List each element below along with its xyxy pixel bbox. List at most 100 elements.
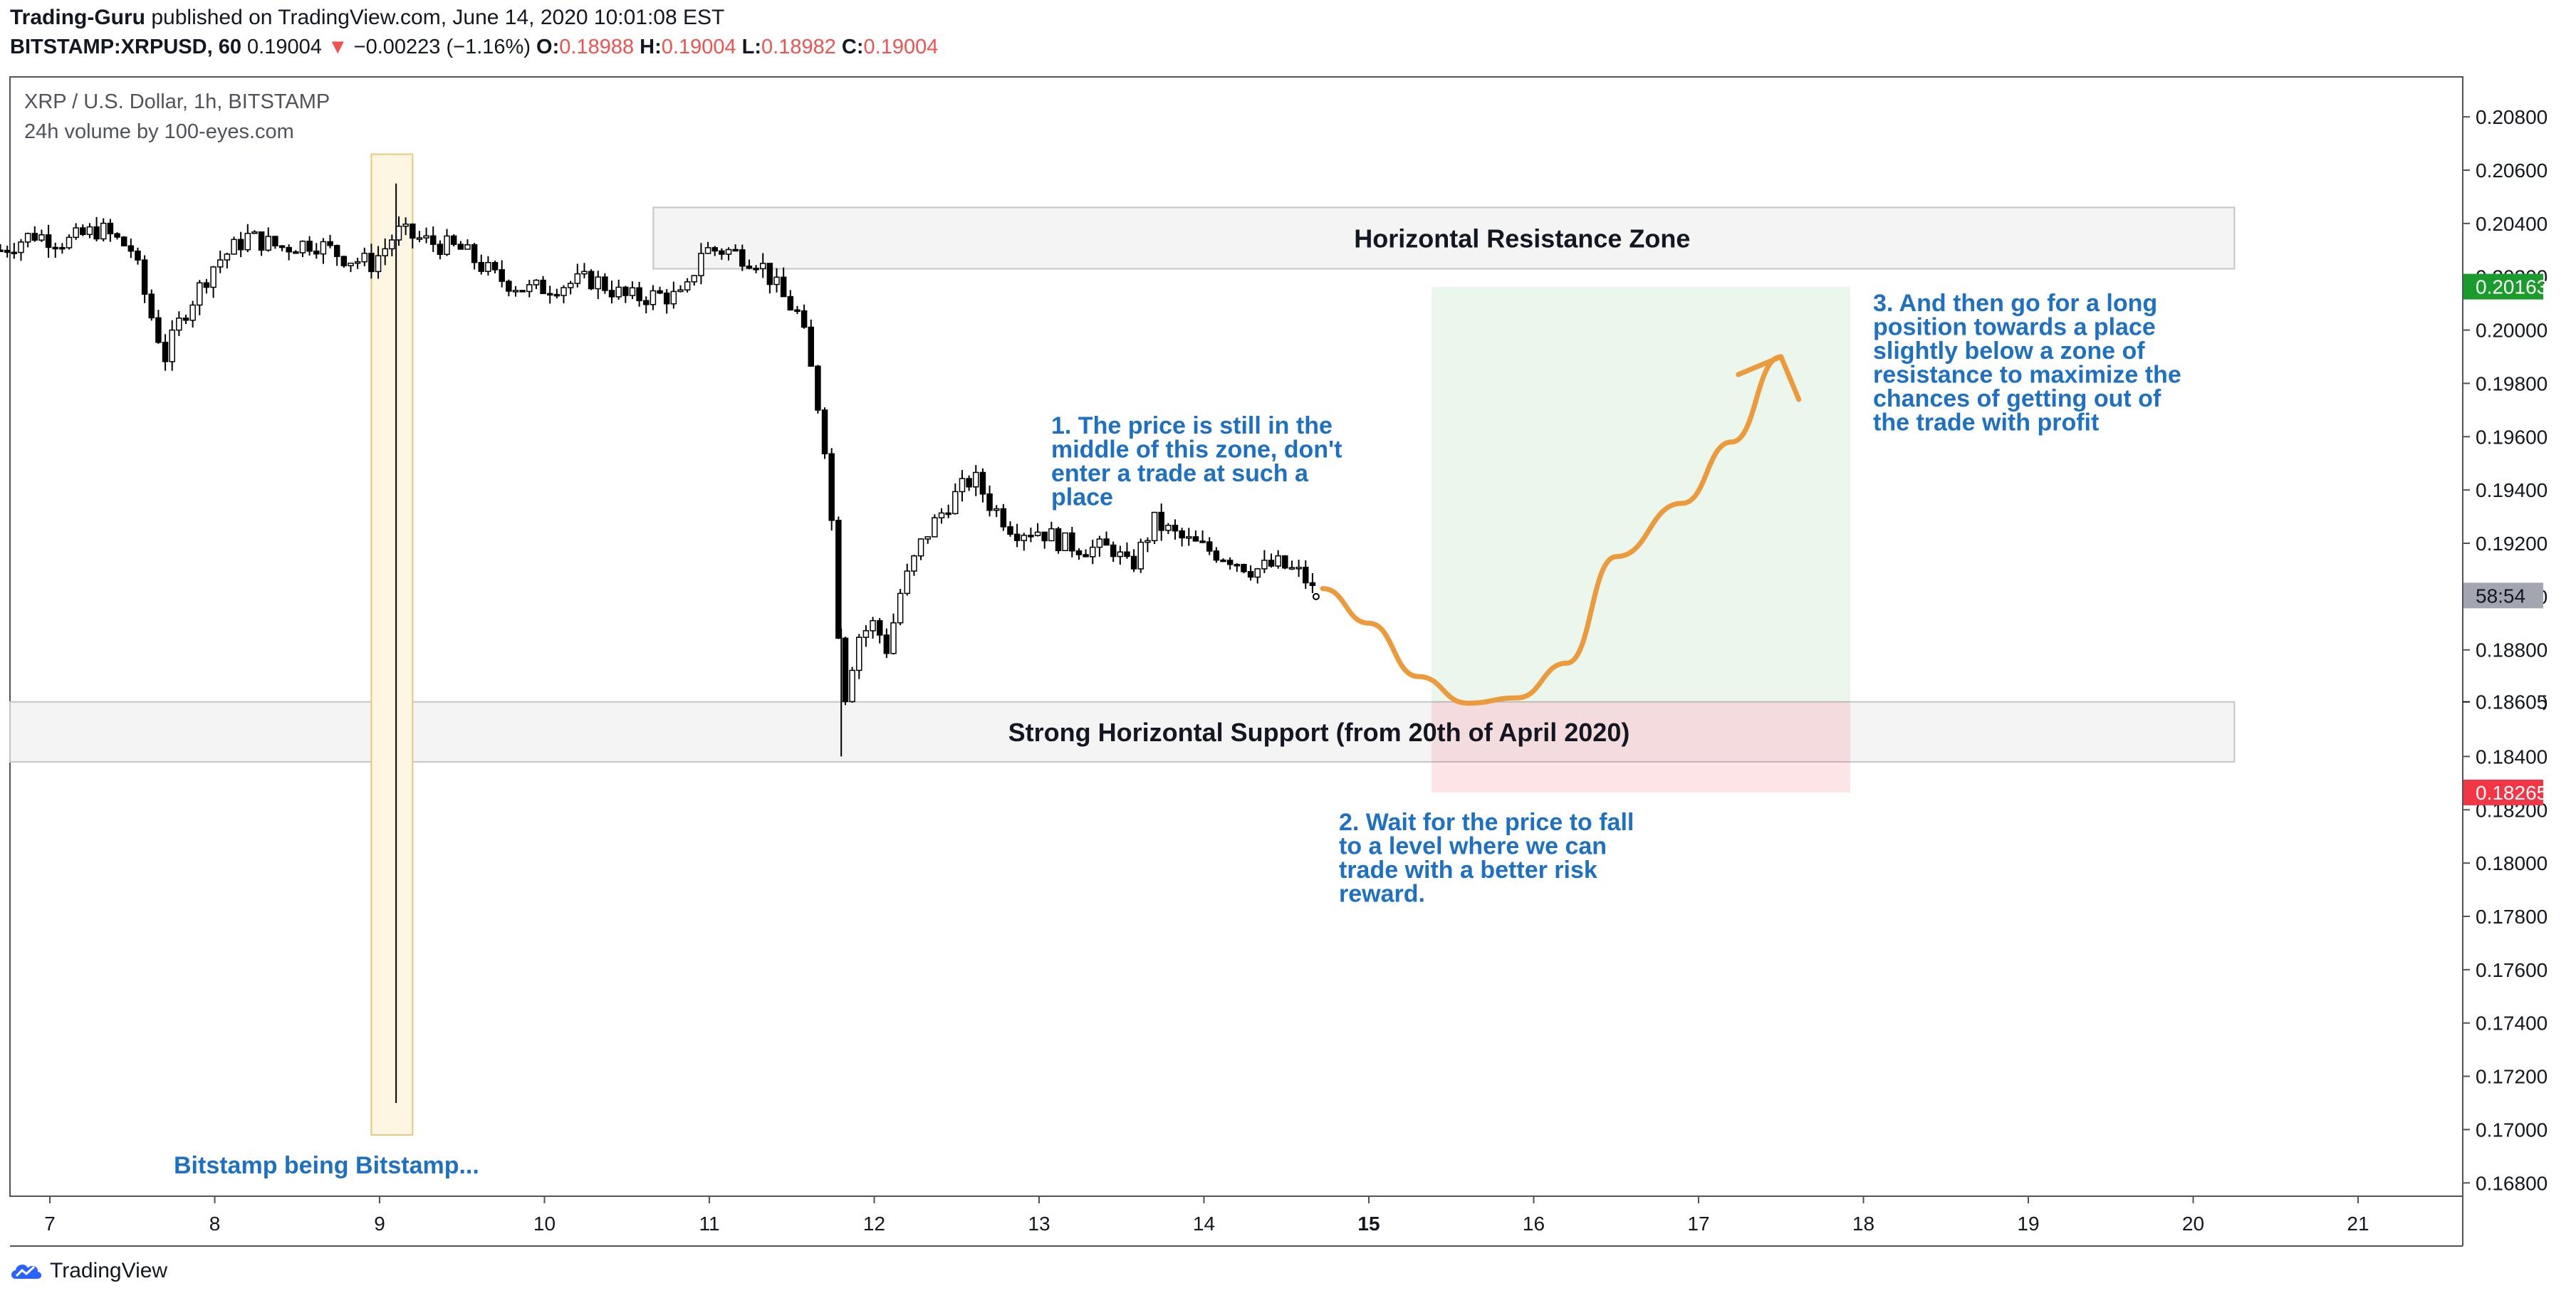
candle-body	[1055, 528, 1062, 552]
candle-body	[80, 227, 86, 236]
candle-body	[86, 226, 93, 236]
candle-body	[1186, 536, 1192, 539]
annotation-note-2-line: reward.	[1339, 881, 1425, 908]
candle-body	[24, 233, 31, 243]
candle-body	[1041, 531, 1048, 542]
price-tick-label: 0.20800	[2476, 106, 2548, 128]
high-label: H:	[640, 36, 662, 58]
candle-body	[1021, 535, 1028, 541]
candle-body	[753, 268, 759, 271]
annotation-note-1-line: place	[1051, 484, 1113, 511]
countdown-badge-bg	[2463, 582, 2543, 609]
candle-body	[1137, 541, 1144, 570]
candle-body	[746, 265, 753, 269]
candle-body	[354, 261, 361, 264]
candle-body	[299, 241, 306, 253]
candle-body	[959, 478, 966, 493]
candle-body	[1028, 535, 1034, 538]
candle-body	[1282, 555, 1288, 569]
price-tick-label: 0.17600	[2476, 959, 2548, 981]
candle-body	[265, 236, 271, 251]
stop-price-badge: 0.18265	[2476, 782, 2548, 804]
time-tick-label: 15	[1357, 1213, 1380, 1235]
candle-body	[244, 233, 251, 251]
annotation-note-1-line: enter a trade at such a	[1051, 460, 1309, 487]
candle-body	[491, 261, 499, 271]
candle-body	[986, 493, 993, 511]
candle-body	[1268, 560, 1275, 567]
candle-body	[258, 231, 265, 251]
price-tick-label: 0.19400	[2476, 479, 2548, 501]
candle-body	[100, 222, 107, 240]
candle-body	[31, 233, 38, 241]
candle-body	[540, 279, 546, 295]
candle-body	[1295, 567, 1302, 570]
candle-body	[780, 276, 787, 298]
price-tick-label: 0.18800	[2476, 639, 2548, 661]
tradingview-brand[interactable]: TradingView	[10, 1259, 167, 1283]
annotation-note-1-line: 1. The price is still in the	[1051, 412, 1333, 439]
candle-body	[251, 231, 258, 234]
candle-body	[1110, 544, 1117, 558]
long-position-profit-area[interactable]	[1431, 286, 1850, 702]
candle-body	[615, 286, 622, 298]
price-tick-label: 0.19200	[2476, 533, 2548, 555]
candle-body	[395, 225, 402, 241]
candle-body	[320, 241, 327, 255]
candle-body	[1172, 524, 1179, 532]
support-price-label: 0.18605	[2476, 691, 2548, 713]
candle-body	[1069, 532, 1075, 552]
candle-body	[519, 290, 526, 293]
candle-body	[1117, 551, 1124, 558]
annotation-note-2-line: trade with a better risk	[1339, 857, 1597, 884]
low-value: 0.18982	[761, 36, 836, 58]
candle-body	[135, 250, 141, 261]
candle-body	[155, 317, 162, 343]
candle-body	[410, 224, 416, 239]
annotation-note-3-line: position towards a place	[1873, 314, 2156, 341]
highlight-box[interactable]	[370, 153, 414, 1136]
candle-body	[1144, 540, 1151, 543]
time-tick-label: 14	[1193, 1213, 1215, 1235]
candle-body	[560, 287, 567, 296]
candle-body	[856, 637, 862, 671]
candle-body	[485, 261, 491, 272]
candle-body	[546, 293, 553, 296]
resistance-zone[interactable]	[652, 206, 2236, 270]
price-tick-label: 0.20600	[2476, 159, 2548, 182]
chart-legend[interactable]: XRP / U.S. Dollar, 1h, BITSTAMP 24h volum…	[24, 90, 330, 143]
candle-body	[677, 289, 684, 293]
open-value: 0.18988	[559, 36, 635, 58]
symbol-name: BITSTAMP:XRPUSD, 60	[10, 36, 241, 58]
candle-body	[231, 239, 237, 255]
candle-body	[821, 409, 828, 455]
projection-curve[interactable]	[1320, 354, 1784, 706]
candle-body	[293, 251, 299, 254]
candle-body	[1192, 536, 1199, 542]
target-price-badge: 0.20163	[2476, 276, 2548, 298]
down-arrow-icon: ▼	[327, 36, 348, 58]
close-label: C:	[841, 36, 864, 58]
candle-body	[1206, 541, 1213, 552]
author-name[interactable]: Trading-Guru	[10, 6, 145, 29]
candle-body	[979, 471, 986, 495]
close-value: 0.19004	[863, 36, 939, 58]
price-axis[interactable]: 0.208000.206000.204000.202000.200000.198…	[2463, 106, 2548, 1194]
candle-body	[1241, 563, 1247, 572]
time-axis[interactable]: 7 8 9 10 11 12 13 14 15 16 17 18 19 20 21	[44, 1196, 2369, 1235]
candle-body	[1151, 511, 1158, 542]
candle-body	[870, 619, 876, 632]
legend-indicator[interactable]: 24h volume by 100-eyes.com	[24, 120, 294, 143]
annotation-note-4[interactable]: Bitstamp being Bitstamp...	[174, 1152, 479, 1179]
candle-body	[608, 290, 615, 298]
candle-body	[382, 248, 388, 256]
candle-body	[842, 637, 849, 703]
long-position-loss-area[interactable]	[1431, 701, 1850, 792]
candle-body	[952, 491, 959, 515]
countdown-badge: 58:54	[2476, 585, 2525, 607]
candle-body	[1124, 551, 1130, 558]
